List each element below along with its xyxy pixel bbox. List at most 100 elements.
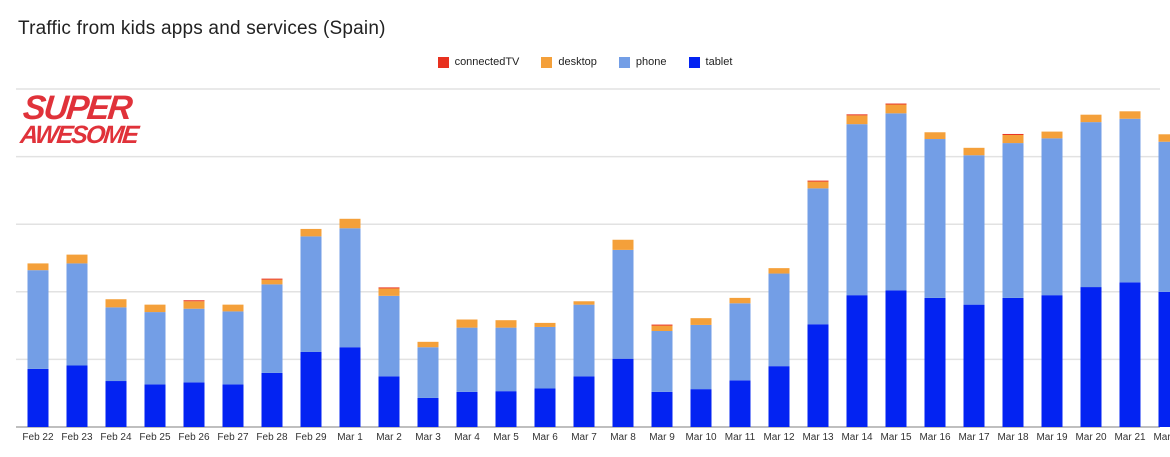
x-tick-label: Feb 24 — [100, 432, 132, 443]
bar-connectedTV — [807, 180, 829, 182]
bar-tablet — [885, 290, 907, 427]
chart-title: Traffic from kids apps and services (Spa… — [18, 18, 386, 39]
bar-phone — [768, 273, 790, 367]
x-tick-label: Mar 20 — [1075, 432, 1107, 443]
bar-tablet — [534, 388, 556, 427]
bar-desktop — [534, 322, 556, 327]
bar-connectedTV — [378, 287, 400, 289]
bar-desktop — [1119, 111, 1141, 119]
bar-tablet — [1119, 282, 1141, 427]
legend-swatch — [541, 56, 553, 68]
bar-desktop — [66, 254, 88, 264]
bar-tablet — [144, 384, 166, 427]
bar-desktop — [612, 239, 634, 250]
bar-desktop — [729, 297, 751, 304]
bar-tablet — [1080, 287, 1102, 427]
bar-tablet — [261, 372, 283, 427]
x-tick-label: Feb 22 — [22, 432, 54, 443]
x-tick-label: Mar 21 — [1114, 432, 1146, 443]
bar-phone — [573, 304, 595, 377]
bar-phone — [924, 139, 946, 298]
bar-desktop — [105, 299, 127, 308]
bar-tablet — [729, 380, 751, 427]
x-tick-label: Feb 25 — [139, 432, 171, 443]
x-tick-label: Mar 11 — [725, 432, 756, 443]
bar-tablet — [963, 304, 985, 427]
bar-phone — [534, 326, 556, 389]
bar-desktop — [768, 268, 790, 274]
x-tick-label: Mar 22 — [1153, 432, 1170, 443]
bar-phone — [105, 307, 127, 382]
legend-label: phone — [635, 56, 667, 68]
legend-item-tablet: tablet — [688, 56, 733, 68]
bar-desktop — [144, 304, 166, 313]
x-tick-label: Mar 17 — [958, 432, 990, 443]
bar-tablet — [1158, 291, 1170, 427]
bar-phone — [495, 327, 517, 392]
bar-phone — [807, 188, 829, 325]
legend-swatch — [618, 56, 630, 68]
bar-desktop — [495, 320, 517, 328]
bar-connectedTV — [651, 324, 673, 326]
bar-tablet — [27, 368, 49, 427]
bar-desktop — [924, 132, 946, 140]
x-tick-label: Mar 6 — [532, 432, 558, 443]
bar-desktop — [378, 288, 400, 296]
bar-desktop — [300, 228, 322, 237]
bar-phone — [1041, 138, 1063, 296]
bar-tablet — [378, 376, 400, 427]
bar-tablet — [924, 297, 946, 427]
bar-desktop — [1158, 134, 1170, 142]
bar-desktop — [456, 319, 478, 328]
bar-phone — [339, 228, 361, 348]
bar-tablet — [456, 391, 478, 427]
x-tick-label: Mar 12 — [763, 432, 795, 443]
bar-phone — [690, 324, 712, 390]
bar-desktop — [261, 279, 283, 285]
bar-phone — [1158, 141, 1170, 292]
bar-desktop — [339, 218, 361, 229]
legend-swatch — [437, 56, 449, 68]
x-tick-label: Mar 19 — [1036, 432, 1068, 443]
x-tick-label: Feb 29 — [295, 432, 327, 443]
bar-desktop — [690, 318, 712, 325]
bar-phone — [1080, 122, 1102, 288]
bar-tablet — [105, 381, 127, 427]
x-tick-label: Feb 27 — [217, 432, 249, 443]
bar-phone — [651, 331, 673, 392]
bar-connectedTV — [885, 103, 907, 105]
bar-phone — [183, 308, 205, 383]
x-tick-label: Mar 3 — [415, 432, 441, 443]
bar-tablet — [573, 376, 595, 427]
bar-desktop — [417, 341, 439, 348]
legend-item-phone: phone — [618, 56, 667, 68]
bar-tablet — [339, 347, 361, 427]
legend-label: connectedTV — [454, 56, 520, 68]
x-tick-label: Mar 16 — [919, 432, 951, 443]
bar-connectedTV — [1002, 133, 1024, 135]
bar-desktop — [1080, 114, 1102, 123]
bar-tablet — [300, 351, 322, 427]
bar-desktop — [183, 301, 205, 309]
x-tick-label: Mar 13 — [802, 432, 834, 443]
x-tick-label: Mar 5 — [493, 432, 519, 443]
bar-tablet — [495, 391, 517, 427]
x-tick-label: Mar 8 — [610, 432, 636, 443]
bar-phone — [885, 113, 907, 291]
x-tick-label: Mar 4 — [454, 432, 480, 443]
bar-desktop — [885, 104, 907, 114]
bar-phone — [1119, 118, 1141, 283]
bar-phone — [846, 124, 868, 296]
bar-phone — [456, 327, 478, 392]
bar-phone — [1002, 143, 1024, 298]
bar-tablet — [846, 295, 868, 427]
bar-desktop — [573, 301, 595, 305]
x-tick-label: Mar 18 — [997, 432, 1029, 443]
bar-phone — [66, 263, 88, 366]
bar-desktop — [846, 115, 868, 125]
legend-label: tablet — [705, 56, 733, 68]
legend: connectedTV desktop phone tablet — [0, 56, 1170, 68]
bar-tablet — [651, 391, 673, 427]
bar-tablet — [417, 397, 439, 427]
bar-phone — [300, 236, 322, 352]
